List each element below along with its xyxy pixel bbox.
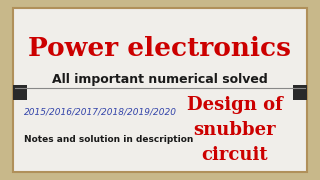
- Text: Power electronics: Power electronics: [28, 35, 292, 60]
- Bar: [13, 85, 27, 100]
- Text: Design of
snubber
circuit: Design of snubber circuit: [187, 96, 283, 164]
- Text: Notes and solution in description: Notes and solution in description: [24, 136, 193, 145]
- Bar: [293, 85, 307, 100]
- Text: 2015/2016/2017/2018/2019/2020: 2015/2016/2017/2018/2019/2020: [24, 107, 177, 116]
- Text: All important numerical solved: All important numerical solved: [52, 73, 268, 86]
